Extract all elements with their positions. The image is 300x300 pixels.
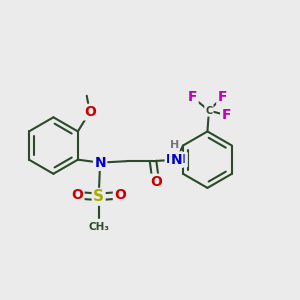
- Text: O: O: [84, 105, 96, 119]
- Text: O: O: [114, 188, 126, 202]
- Text: H: H: [170, 140, 179, 150]
- Text: C: C: [205, 106, 213, 116]
- Text: S: S: [93, 189, 104, 204]
- Text: NH: NH: [166, 153, 187, 166]
- Text: O: O: [150, 175, 162, 189]
- Text: N: N: [170, 153, 182, 167]
- Text: CH₃: CH₃: [88, 222, 109, 232]
- Text: F: F: [218, 90, 227, 104]
- Text: F: F: [188, 90, 197, 104]
- Text: F: F: [221, 108, 231, 122]
- Text: N: N: [94, 156, 106, 170]
- Text: O: O: [71, 188, 83, 202]
